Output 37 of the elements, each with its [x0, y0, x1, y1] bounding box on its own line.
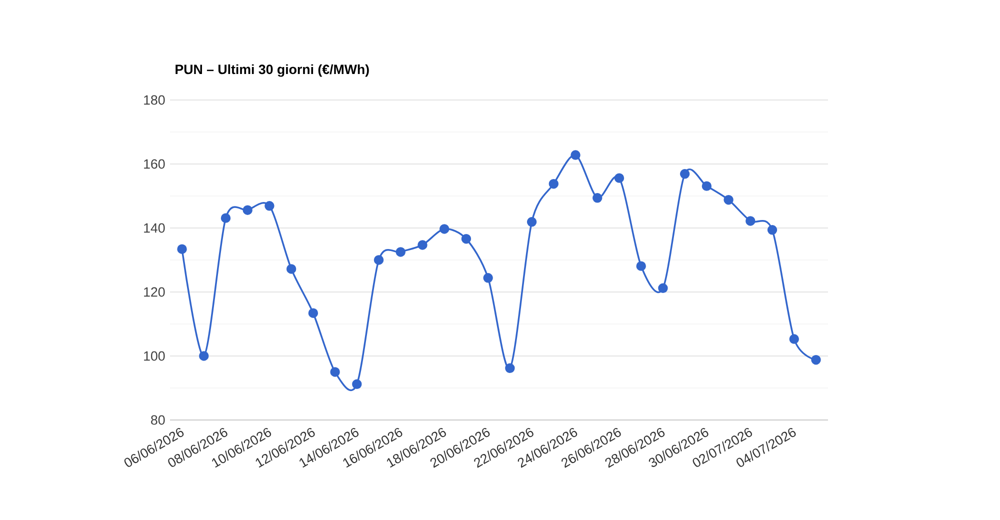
- point: [570, 150, 580, 160]
- y-tick-label: 180: [144, 95, 165, 105]
- point: [811, 354, 821, 365]
- point: [746, 216, 756, 226]
- y-tick-label: 140: [144, 223, 165, 233]
- point: [418, 240, 428, 250]
- point: [483, 273, 493, 283]
- point: [220, 213, 231, 223]
- y-tick-label: 160: [144, 159, 165, 169]
- point: [614, 173, 624, 183]
- point: [505, 363, 515, 374]
- point: [308, 308, 318, 318]
- point: [548, 178, 559, 189]
- point: [680, 169, 690, 179]
- y-tick-label: 100: [144, 351, 165, 361]
- point: [330, 367, 340, 377]
- point: [461, 234, 472, 244]
- point: [658, 283, 668, 294]
- point: [636, 261, 646, 271]
- point: [592, 193, 602, 203]
- y-tick-label: 80: [151, 415, 165, 425]
- point: [242, 205, 252, 215]
- point: [352, 379, 362, 390]
- point: [199, 351, 209, 361]
- point: [439, 224, 450, 234]
- chart-title: PUN – Ultimi 30 giorni (€/MWh): [176, 64, 369, 77]
- point: [526, 217, 537, 227]
- point: [724, 194, 734, 205]
- point: [286, 264, 296, 274]
- point: [264, 201, 274, 211]
- point: [789, 334, 800, 344]
- point: [702, 181, 712, 191]
- point: [177, 244, 187, 254]
- point: [374, 255, 384, 265]
- point: [396, 247, 406, 257]
- point: [767, 225, 778, 235]
- y-tick-label: 120: [144, 287, 165, 297]
